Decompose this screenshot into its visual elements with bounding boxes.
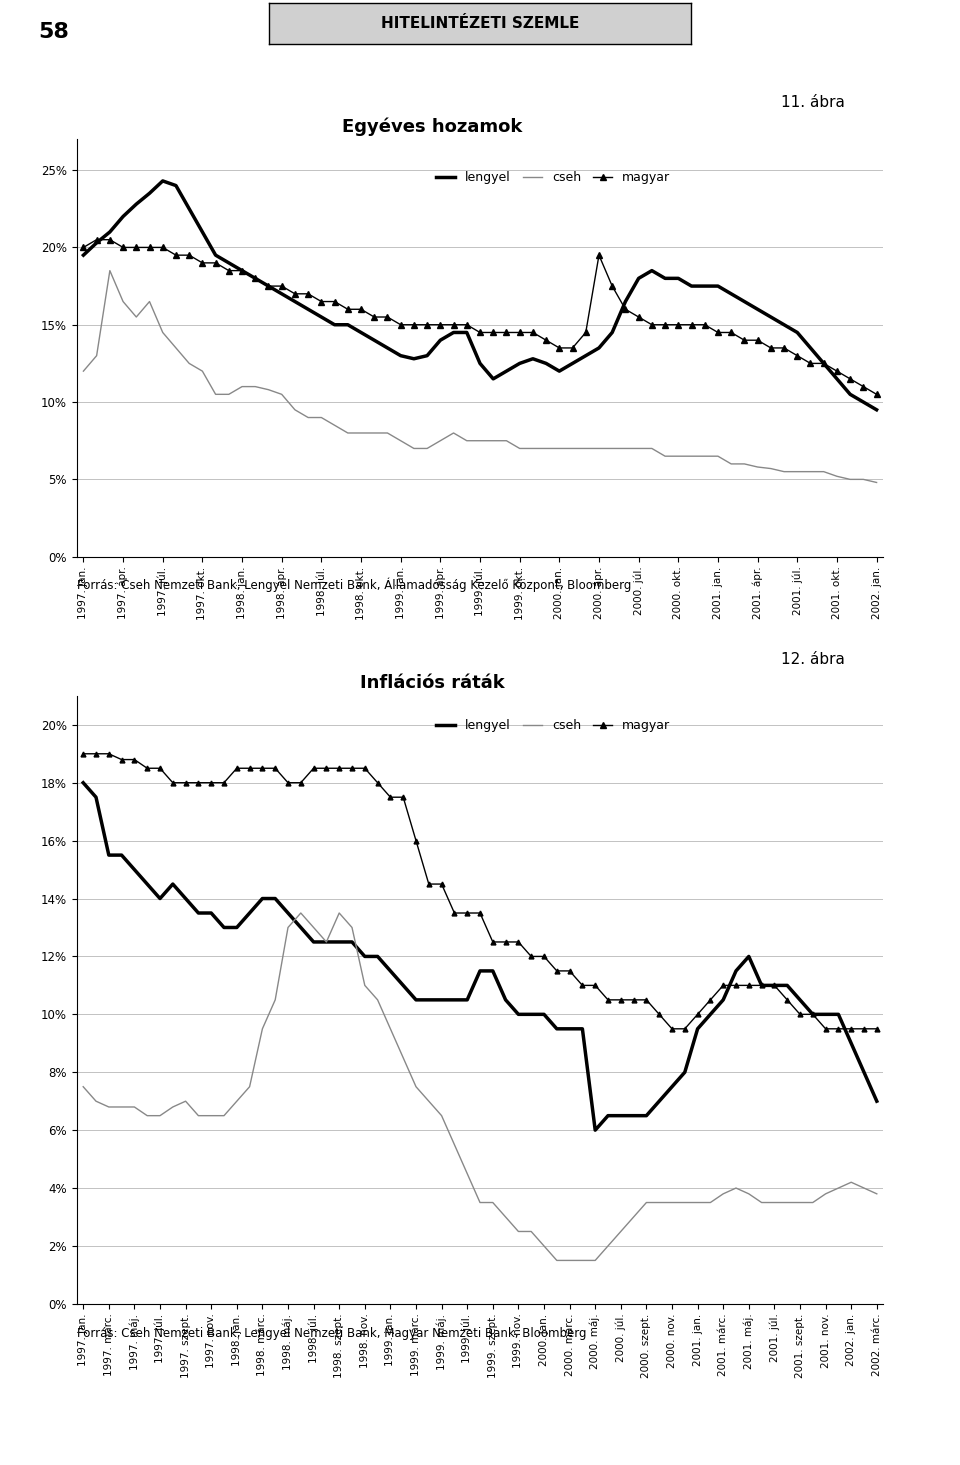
cseh [566, 440, 578, 457]
magyar [276, 277, 287, 294]
cseh [104, 262, 115, 280]
Line: cseh: cseh [84, 913, 876, 1260]
magyar [369, 308, 380, 325]
lengyel [871, 1093, 882, 1110]
cseh [276, 385, 287, 403]
cseh [551, 1251, 563, 1269]
cseh [871, 1185, 882, 1203]
lengyel [321, 933, 332, 951]
magyar [91, 231, 103, 249]
magyar [78, 239, 89, 256]
cseh [654, 1194, 665, 1212]
lengyel [566, 355, 578, 372]
cseh [858, 1179, 870, 1197]
Text: Egyéves hozamok: Egyéves hozamok [342, 117, 522, 136]
lengyel [276, 286, 287, 303]
lengyel [589, 1121, 601, 1138]
lengyel [779, 316, 790, 334]
magyar [628, 990, 639, 1008]
cseh [333, 904, 345, 921]
Text: Forrás: Cseh Nemzeti Bank, Lengyel Nemzeti Bank, Magyar Nemzeti Bank, Bloomberg: Forrás: Cseh Nemzeti Bank, Lengyel Nemze… [77, 1327, 587, 1340]
Line: lengyel: lengyel [84, 782, 876, 1130]
magyar [871, 385, 882, 403]
lengyel [250, 270, 261, 287]
lengyel [78, 774, 89, 791]
magyar [666, 1020, 678, 1037]
Legend: lengyel, cseh, magyar: lengyel, cseh, magyar [431, 715, 675, 737]
cseh [369, 425, 380, 442]
lengyel [871, 401, 882, 419]
magyar [514, 324, 525, 341]
magyar [566, 340, 578, 357]
cseh [487, 1194, 498, 1212]
lengyel [514, 355, 525, 372]
magyar [295, 774, 306, 791]
lengyel [640, 1108, 652, 1125]
Text: Inflációs ráták: Inflációs ráták [360, 674, 504, 691]
cseh [78, 362, 89, 379]
cseh [779, 463, 790, 481]
Line: magyar: magyar [81, 237, 879, 397]
magyar [858, 1020, 870, 1037]
cseh [78, 1078, 89, 1096]
lengyel [858, 1064, 870, 1081]
magyar [448, 904, 460, 921]
lengyel [157, 171, 169, 189]
Text: HITELINTÉZETI SZEMLE: HITELINTÉZETI SZEMLE [381, 16, 579, 31]
magyar [474, 904, 486, 921]
magyar [78, 746, 89, 763]
Text: 12. ábra: 12. ábra [780, 652, 845, 667]
magyar [250, 270, 261, 287]
magyar [779, 340, 790, 357]
lengyel [369, 331, 380, 349]
cseh [514, 440, 525, 457]
magyar [871, 1020, 882, 1037]
magyar [321, 759, 332, 776]
Text: 11. ábra: 11. ábra [780, 95, 845, 110]
Text: 58: 58 [38, 22, 69, 42]
lengyel [448, 990, 460, 1008]
Legend: lengyel, cseh, magyar: lengyel, cseh, magyar [431, 167, 675, 189]
cseh [250, 378, 261, 396]
lengyel [295, 919, 306, 936]
cseh [871, 473, 882, 491]
Line: magyar: magyar [81, 752, 879, 1031]
Line: cseh: cseh [84, 271, 876, 482]
Line: lengyel: lengyel [84, 180, 876, 410]
cseh [308, 919, 320, 936]
cseh [295, 904, 306, 921]
cseh [462, 1165, 473, 1182]
Text: Forrás: Cseh Nemzeti Bank, Lengyel Nemzeti Bank, Államadósság Kezelő Központ, Bl: Forrás: Cseh Nemzeti Bank, Lengyel Nemze… [77, 577, 631, 592]
lengyel [474, 963, 486, 980]
lengyel [78, 246, 89, 264]
